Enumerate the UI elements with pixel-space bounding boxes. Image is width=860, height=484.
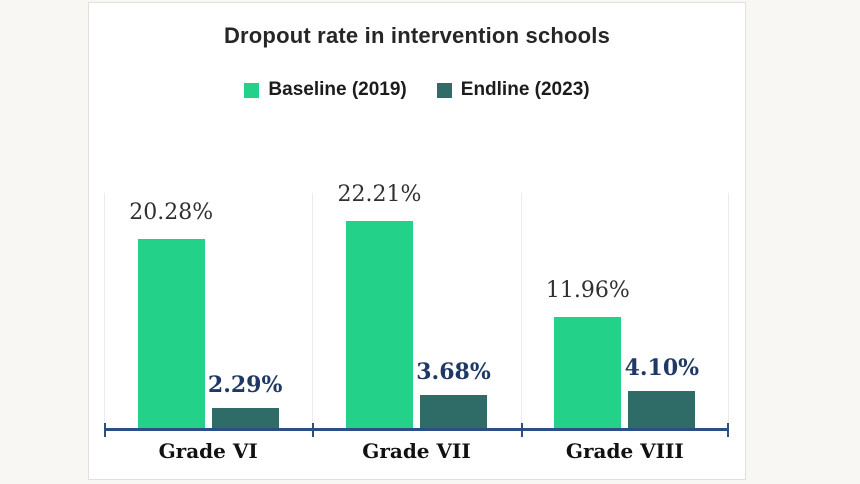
category-label-grade-vi: Grade VI [158,439,258,463]
value-label-grade-vii-baseline-2019: 22.21% [337,181,422,207]
legend-label-baseline: Baseline (2019) [268,79,407,100]
legend-item-baseline: Baseline (2019) [244,79,407,101]
value-label-grade-vi-baseline-2019: 20.28% [129,199,214,225]
bar-grade-vii-endline-2023 [420,394,487,429]
plot-area: 20.28% 2.29% Grade VI 22.21% 3.68% Grade VII 1… [104,182,729,463]
value-label-grade-viii-endline-2023: 4.10% [624,354,700,381]
value-label-grade-vii-endline-2023: 3.68% [416,358,491,385]
value-label-grade-viii-baseline-2019: 11.96% [545,277,630,303]
value-label-grade-vi-endline-2023: 2.29% [207,371,283,398]
x-axis-tick [104,423,106,437]
legend: Baseline (2019) Endline (2023) [89,79,745,101]
bar-grade-viii-endline-2023 [628,390,696,429]
bar-grade-viii-baseline-2019 [554,316,622,429]
gridline [520,193,522,429]
bar-grade-vi-baseline-2019 [137,238,205,429]
gridline [728,193,729,429]
x-axis-line [104,428,729,431]
gridline [312,193,314,429]
x-axis-tick [312,423,315,437]
legend-item-endline: Endline (2023) [436,79,590,101]
category-label-grade-viii: Grade VIII [565,439,684,463]
bar-grade-vii-baseline-2019 [346,220,413,429]
x-axis-tick [520,423,523,437]
legend-swatch-endline-icon [436,82,452,98]
legend-swatch-baseline-icon [244,82,260,98]
bar-grade-vi-endline-2023 [211,407,279,429]
x-axis-tick [727,423,729,437]
gridline [104,193,105,429]
legend-label-endline: Endline (2023) [460,79,590,100]
category-label-grade-vii: Grade VII [362,439,471,463]
chart-title: Dropout rate in intervention schools [223,23,611,48]
